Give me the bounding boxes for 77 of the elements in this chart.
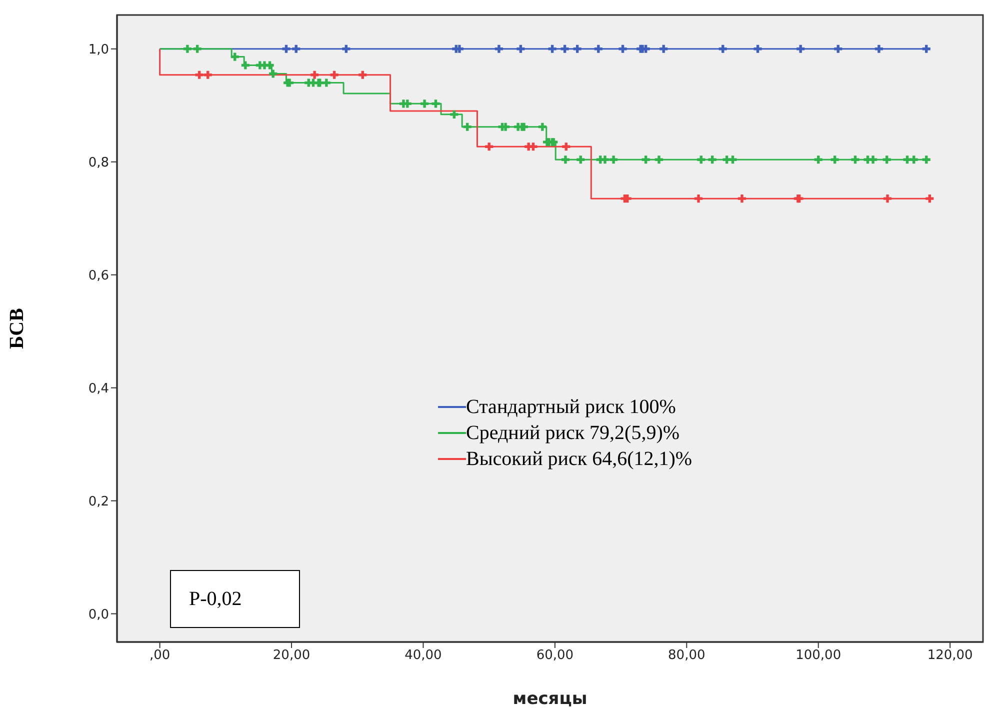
point: [529, 142, 538, 151]
point: [883, 194, 892, 203]
point: [660, 44, 668, 53]
point: [322, 78, 330, 87]
point: [708, 156, 716, 164]
point: [718, 44, 727, 53]
point: [282, 44, 290, 53]
point: [516, 44, 525, 53]
point: [269, 70, 278, 78]
point: [874, 44, 883, 53]
y-tick-label: 0,8: [88, 155, 109, 170]
point: [463, 122, 472, 131]
y-tick-label: 0,4: [88, 381, 109, 396]
y-tick-label: 0,0: [88, 607, 109, 622]
point: [922, 44, 930, 53]
x-tick-label: 60,00: [536, 648, 574, 664]
point: [922, 156, 930, 164]
point: [538, 122, 546, 131]
x-tick-label: 100,00: [796, 648, 842, 664]
point: [694, 194, 703, 203]
point: [830, 156, 839, 164]
point: [561, 156, 570, 164]
x-tick-label: 80,00: [668, 648, 706, 664]
point: [594, 44, 602, 53]
point: [618, 44, 627, 53]
point: [195, 70, 204, 79]
point: [193, 44, 202, 53]
point: [330, 70, 338, 79]
point: [834, 44, 842, 53]
point: [573, 44, 582, 53]
point: [292, 44, 300, 53]
x-axis-title: месяцы: [512, 689, 588, 708]
point: [868, 156, 878, 164]
x-tick-label: 120,00: [927, 648, 973, 664]
point: [230, 52, 239, 61]
point: [754, 44, 762, 53]
point: [882, 156, 891, 164]
x-tick-label: ,00: [149, 648, 170, 664]
point: [548, 44, 556, 53]
point: [610, 156, 618, 164]
point: [728, 156, 737, 164]
point: [183, 44, 192, 53]
point: [851, 156, 860, 164]
point: [485, 142, 494, 151]
y-tick-label: 0,2: [88, 494, 109, 510]
point: [738, 194, 746, 203]
legend-label: Средний риск 79,2(5,9)%: [466, 422, 680, 444]
point: [560, 44, 569, 53]
point: [796, 44, 805, 53]
point: [600, 156, 610, 164]
point: [204, 70, 212, 79]
legend-label: Стандартный риск 100%: [466, 396, 676, 418]
point: [814, 156, 822, 164]
point: [926, 194, 934, 203]
point: [910, 156, 918, 164]
text-box: P-0,02: [170, 570, 300, 628]
y-axis-title: БСВ: [6, 308, 28, 349]
point: [266, 61, 274, 70]
point: [642, 156, 650, 164]
y-tick-label: 1,0: [88, 42, 109, 58]
point: [623, 194, 632, 203]
point: [654, 156, 664, 164]
y-tick-label: 0,6: [88, 268, 109, 284]
point: [432, 100, 440, 108]
point: [342, 44, 350, 53]
x-tick-label: 40,00: [404, 648, 442, 664]
point: [494, 44, 503, 53]
point: [562, 142, 570, 151]
point: [241, 61, 250, 70]
point: [358, 70, 367, 79]
point: [310, 70, 319, 79]
point: [420, 100, 429, 108]
legend-label: Высокий риск 64,6(12,1)%: [466, 448, 692, 470]
x-tick-label: 20,00: [272, 648, 310, 664]
point: [576, 156, 585, 164]
point: [697, 156, 706, 164]
point: [450, 110, 458, 118]
